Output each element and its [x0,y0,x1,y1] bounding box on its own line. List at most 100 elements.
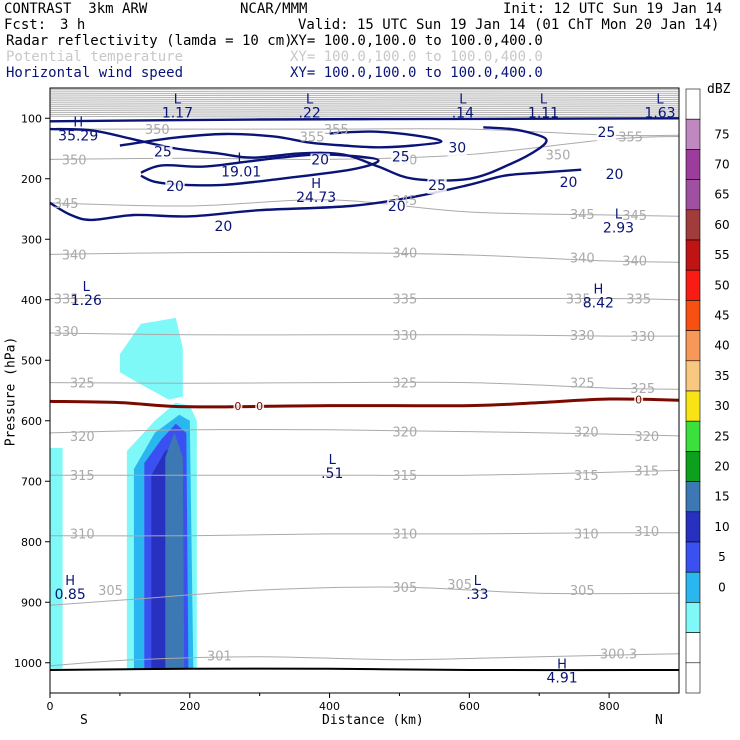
field2-xy: XY= 100.0,100.0 to 100.0,400.0 [290,49,543,65]
theta-label: 320 [634,430,659,445]
wind-label: 30 [448,140,466,156]
theta-label: 340 [570,251,595,266]
zero-line-label: 0 [635,394,642,407]
theta-label: 320 [574,426,599,441]
theta-contour [50,469,679,476]
colorbar-swatch [685,511,701,543]
wind-label: 20 [388,199,406,215]
colorbar-swatch [685,571,701,603]
wind-label-bg [391,150,411,166]
field2-name: Potential temperature [6,49,184,65]
plot-frame [49,87,680,694]
theta-label: 315 [392,469,417,484]
theta-label: 305 [570,584,595,599]
colorbar-label: 60 [714,218,729,232]
colorbar-swatch [685,149,701,180]
field3-xy: XY= 100.0,100.0 to 100.0,400.0 [290,65,543,81]
colorbar-label: 35 [714,369,729,383]
theta-label: 310 [634,525,659,540]
colorbar-swatch [685,602,701,633]
theta-label: 330 [630,330,655,345]
colorbar-swatch [685,360,701,392]
colorbar-swatch [685,209,701,241]
wind-label: 25 [392,149,410,165]
x-tick-label: 600 [459,700,480,713]
colorbar-label: 50 [714,278,729,292]
valid-time: Valid: 15 UTC Sun 19 Jan 14 (01 ChT Mon … [298,17,720,33]
theta-contour-upper [50,102,679,104]
theta-contour-upper [50,113,679,116]
colorbar-swatch [685,269,701,301]
field1-name: Radar reflectivity (lamda = 10 cm) [6,33,293,49]
theta-label: 335 [392,293,417,308]
colorbar-swatch [685,632,701,664]
colorbar-swatch [685,300,701,331]
theta-label: 355 [618,130,643,145]
theta-label: 355 [300,130,325,145]
theta-contour-upper [50,90,679,93]
theta-contour [50,251,679,263]
wind-label: 20 [560,175,578,191]
fcst-value: 3 h [60,17,86,33]
colorbar-label: 25 [714,429,729,443]
theta-label: 350 [546,149,571,164]
wind-contour [50,168,582,222]
contour-labels: 3503553553553503503503453453453453403403… [54,92,676,686]
wind-label-bg [427,178,447,194]
y-tick-label: 400 [21,294,42,307]
colorbar-swatch [685,662,701,694]
theta-label: 335 [626,293,651,308]
colorbar-label: 5 [718,550,726,564]
y-axis-title: Pressure (hPa) [3,336,19,447]
theta-label: 335 [566,293,591,308]
theta-contour [50,653,679,667]
extremum-value: 8.42 [583,295,614,311]
endpoint-left: S [80,713,88,728]
extremum-value: 0.85 [55,587,86,603]
y-tick-label: 100 [21,112,42,125]
theta-contour [50,381,679,390]
theta-label: 350 [62,153,87,168]
extremum-value: .51 [321,466,343,482]
x-tick-label: 200 [179,700,200,713]
zero-line-label-bg [255,401,265,414]
theta-label: 340 [62,248,87,263]
wind-label: 25 [154,145,172,161]
theta-label: 315 [70,469,95,484]
y-tick-label: 800 [21,536,42,549]
extremum-value: 19.01 [221,165,261,181]
axes: 0 200 400 600 800100200300400500600700800900… [14,112,620,713]
reflectivity-25-dbz-area [165,432,185,669]
extremum-mark: L [459,92,467,107]
extremum-mark: L [237,152,245,167]
wind-label: 20 [166,179,184,195]
colorbar-label: 10 [714,520,729,534]
extremum-value: .33 [466,587,488,603]
theta-label: 320 [392,426,417,441]
init-time: Init: 12 UTC Sun 19 Jan 14 [503,1,723,17]
extremum-mark: L [83,280,91,295]
wind-label: 20 [606,167,624,183]
extremum-mark: L [615,207,623,222]
theta-contour-upper [50,88,679,91]
wind-label-bg [213,220,234,236]
wind-label-bg [165,180,185,196]
extremum-mark: L [306,92,314,107]
reflectivity-fill [50,317,197,669]
theta-label: 345 [54,197,79,212]
theta-label: 345 [622,209,647,224]
extremum-mark: H [593,282,603,297]
extremum-value: 1.17 [162,105,193,121]
wind-contour [119,130,443,149]
colorbar-swatch [685,451,701,482]
colorbar-label: 40 [714,339,729,353]
y-tick-label: 500 [21,354,42,367]
y-tick-label: 900 [21,596,42,609]
extremum-value: .14 [452,105,474,121]
colorbar-label: 45 [714,309,729,323]
extremum-value: 2.93 [603,220,634,236]
zero-line-label: 0 [256,400,263,413]
theta-label: 310 [70,527,95,542]
extremum-mark: H [557,657,567,672]
